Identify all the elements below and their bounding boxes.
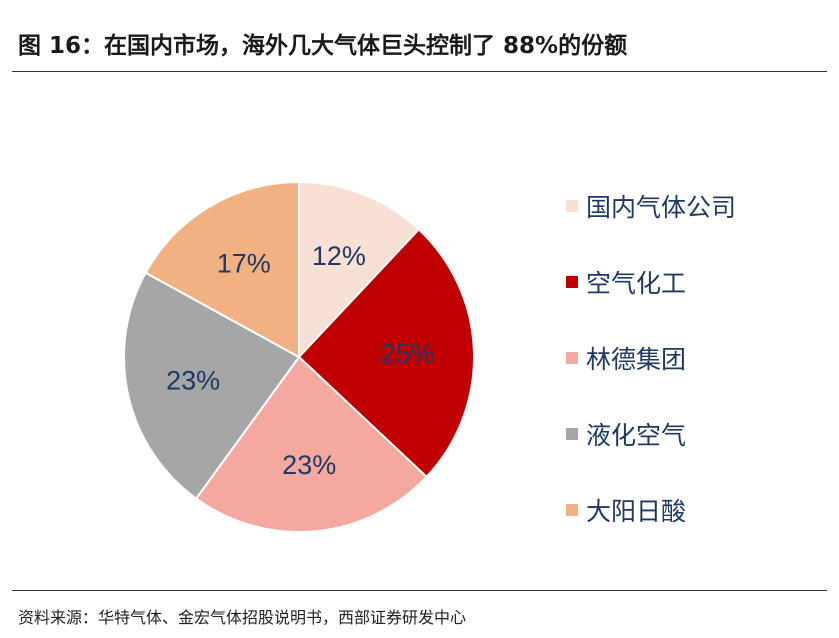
legend-swatch bbox=[566, 504, 578, 516]
pie-chart: 12% 25% 23% 23% 17% bbox=[123, 180, 476, 534]
legend-label: 大阳日酸 bbox=[586, 497, 687, 526]
pie-data-label-3: 23% bbox=[282, 450, 336, 480]
pie-data-label-1: 12% bbox=[312, 241, 366, 271]
source-note: 资料来源：华特气体、金宏气体招股说明书，西部证券研发中心 bbox=[18, 608, 467, 627]
legend-item-3: 林德集团 bbox=[566, 320, 736, 396]
legend-item-5: 大阳日酸 bbox=[566, 472, 736, 548]
legend-swatch bbox=[566, 200, 578, 212]
legend-swatch bbox=[566, 352, 578, 364]
legend-swatch bbox=[566, 276, 578, 288]
legend-label: 液化空气 bbox=[586, 421, 687, 450]
legend-label: 林德集团 bbox=[586, 345, 687, 374]
pie-slice-4 bbox=[123, 271, 301, 500]
pie-data-label-5: 17% bbox=[217, 249, 271, 279]
pie-data-label-2: 25% bbox=[380, 339, 434, 369]
legend-label: 空气化工 bbox=[586, 269, 687, 298]
legend-label: 国内气体公司 bbox=[586, 193, 737, 222]
legend-item-1: 国内气体公司 bbox=[566, 168, 736, 244]
source-divider bbox=[12, 590, 827, 591]
pie-slice-1 bbox=[298, 180, 421, 360]
pie-slice-2 bbox=[297, 228, 476, 479]
pie-slice-5 bbox=[144, 180, 300, 359]
pie-data-label-4: 23% bbox=[166, 366, 220, 396]
title-divider bbox=[12, 71, 827, 72]
chart-title: 图 16：在国内市场，海外几大气体巨头控制了 88%的份额 bbox=[18, 33, 628, 59]
legend-item-4: 液化空气 bbox=[566, 396, 736, 472]
legend-item-2: 空气化工 bbox=[566, 244, 736, 320]
chart-legend: 国内气体公司 空气化工林德集团液化空气大阳日酸 bbox=[566, 168, 736, 548]
legend-swatch bbox=[566, 428, 578, 440]
pie-slice-3 bbox=[194, 355, 428, 534]
